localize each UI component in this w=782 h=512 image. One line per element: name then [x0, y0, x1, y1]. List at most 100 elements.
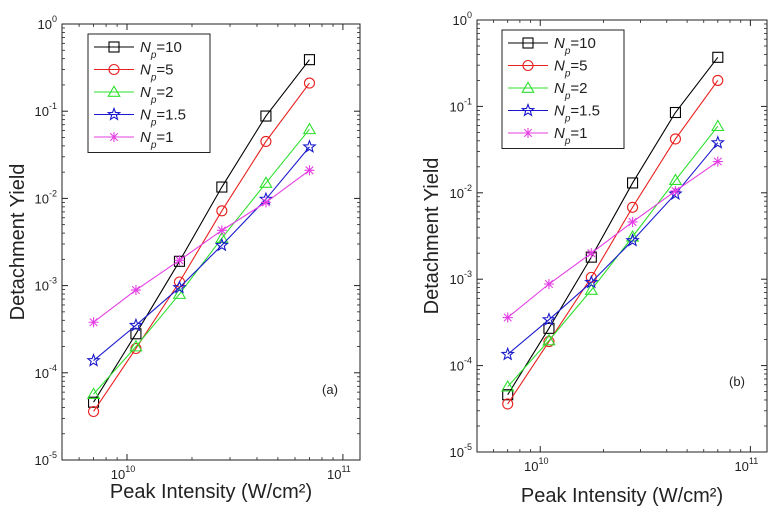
- series-np-1_5-marker-star: [214, 237, 230, 252]
- y-tick-base: 10: [35, 453, 49, 468]
- series-np-2-marker-triangle: [86, 387, 101, 399]
- x-tick-base: 10: [111, 467, 125, 482]
- y-tick-exp: 0: [52, 14, 57, 24]
- x-tick-base: 10: [327, 467, 341, 482]
- y-tick-label: 10-2: [450, 183, 472, 201]
- series-np-10-marker-square: [88, 396, 100, 408]
- y-tick-base: 10: [450, 445, 464, 460]
- plot-frame: [476, 19, 768, 453]
- series-np-1-marker-asterisk: [216, 225, 227, 236]
- series-np-1-marker-asterisk: [627, 216, 638, 227]
- series-np-1_5-marker-star: [86, 353, 101, 367]
- x-tick-exp: 11: [341, 464, 350, 474]
- series-np-10-marker-square: [627, 177, 639, 189]
- y-tick-exp: -2: [464, 183, 472, 193]
- x-tick-label: 1011: [327, 464, 351, 482]
- series-np-5-line: [93, 82, 310, 412]
- legend-value: =10: [156, 39, 181, 56]
- y-tick-exp: -3: [49, 276, 57, 286]
- legend-marker-circle: [108, 63, 120, 76]
- legend-label: Np=1.5: [554, 103, 600, 125]
- series-np-1_5-marker-star: [500, 346, 515, 361]
- y-tick-base: 10: [453, 13, 467, 28]
- x-tick-base: 10: [524, 459, 538, 474]
- y-tick-label: 100: [38, 14, 57, 32]
- legend-marker-square: [522, 37, 534, 49]
- x-tick-exp: 10: [125, 464, 135, 474]
- legend-subscript: p: [564, 69, 571, 80]
- series-np-1_5-line: [507, 142, 719, 355]
- panel-label: (b): [729, 374, 745, 389]
- legend-symbol: N: [140, 39, 151, 56]
- series-np-5-marker-circle: [712, 74, 724, 86]
- series-np-1_5-marker-star: [302, 139, 317, 153]
- series-np-2-marker-triangle: [668, 173, 683, 186]
- minor-ticks: [62, 24, 360, 460]
- legend-value: =1.5: [156, 107, 186, 124]
- y-tick-exp: -1: [464, 96, 472, 106]
- y-tick-exp: -2: [49, 188, 57, 198]
- series-np-1_5-line: [93, 146, 310, 362]
- legend-entry: Np=1.5: [94, 107, 186, 129]
- series-np-10-marker-square: [669, 106, 681, 119]
- y-tick-label: 10-1: [35, 101, 57, 119]
- legend-label: Np=1: [554, 125, 588, 147]
- legend-marker-circle: [522, 59, 534, 72]
- series-np-1-marker-asterisk: [712, 156, 723, 167]
- y-axis-label: Detachment Yield: [7, 164, 29, 321]
- y-tick-exp: -5: [49, 450, 57, 460]
- x-tick-label: 1011: [734, 456, 758, 474]
- y-tick-label: 10-2: [35, 188, 57, 206]
- x-tick-exp: 11: [749, 456, 758, 466]
- legend-label: Np=1.5: [140, 107, 186, 129]
- y-tick-base: 10: [35, 191, 49, 206]
- series-np-5-marker-circle: [543, 335, 555, 348]
- series-np-1: [502, 156, 723, 323]
- series-np-10-marker-square: [260, 110, 272, 122]
- legend-box: [501, 29, 625, 149]
- legend-box: [87, 33, 211, 153]
- series-np-1_5-marker-star: [541, 312, 557, 326]
- legend-symbol: N: [140, 84, 151, 101]
- series-np-1_5-marker-star: [172, 279, 187, 294]
- minor-ticks: [477, 20, 767, 452]
- x-tick-exp: 10: [538, 456, 548, 466]
- series-np-2-marker-triangle: [501, 379, 515, 392]
- legend-value: =1: [570, 125, 587, 142]
- legend-value: =1: [156, 129, 173, 146]
- legend-symbol: N: [554, 103, 565, 120]
- legend-label: Np=10: [554, 35, 596, 57]
- y-tick-label: 10-5: [35, 450, 57, 468]
- series-np-10-marker-square: [712, 51, 724, 63]
- legend-marker-asterisk: [523, 128, 533, 138]
- series-np-1-marker-asterisk: [174, 255, 185, 266]
- y-axis-label: Detachment Yield: [421, 158, 443, 315]
- legend-subscript: p: [150, 50, 157, 61]
- y-tick-exp: 0: [467, 10, 472, 20]
- y-tick-label: 10-4: [450, 356, 472, 374]
- series-np-5-marker-circle: [627, 201, 639, 213]
- legend-subscript: p: [150, 118, 157, 129]
- legend-label: Np=1: [140, 129, 174, 151]
- series-np-5-marker-circle: [669, 133, 681, 145]
- x-tick-base: 10: [734, 459, 748, 474]
- legend-symbol: N: [140, 62, 151, 79]
- series-np-10-line: [93, 59, 310, 403]
- series-np-1_5: [500, 135, 726, 361]
- series-np-1-marker-asterisk: [260, 197, 271, 208]
- legend-subscript: p: [150, 95, 157, 106]
- series-np-5-marker-circle: [216, 205, 228, 217]
- legend-label: Np=2: [554, 80, 588, 102]
- x-axis-label: Peak Intensity (W/cm²): [521, 485, 723, 507]
- series-np-1_5-marker-star: [710, 135, 726, 149]
- legend-subscript: p: [564, 136, 571, 147]
- series-np-1-marker-asterisk: [670, 185, 681, 196]
- legend-value: =1.5: [570, 103, 600, 120]
- legend-subscript: p: [564, 46, 571, 57]
- series-np-10-line: [507, 56, 719, 396]
- legend-value: =5: [156, 62, 173, 79]
- legend-subscript: p: [564, 91, 571, 102]
- x-axis-label: Peak Intensity (W/cm²): [110, 481, 312, 503]
- series-np-5-marker-circle: [303, 77, 316, 89]
- legend-symbol: N: [554, 35, 565, 52]
